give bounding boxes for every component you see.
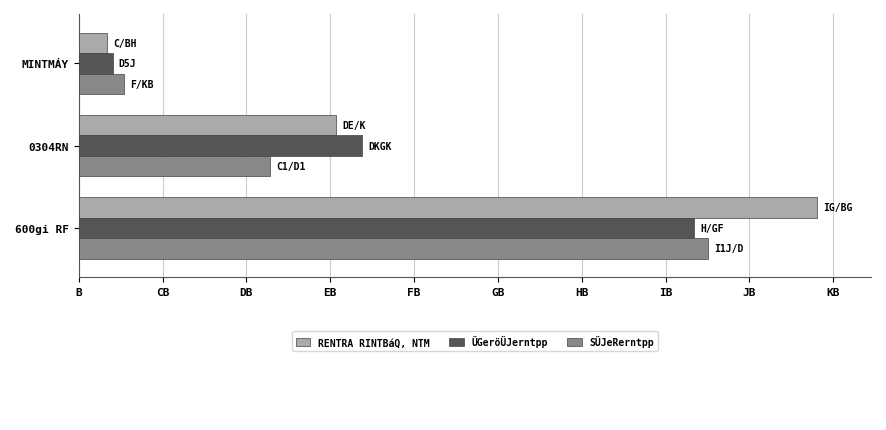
Text: C/BH: C/BH (113, 39, 137, 49)
Legend: RENTRA RINTBáQ, NTM, ÜGeröÜJerntpp, SÜJeRerntpp: RENTRA RINTBáQ, NTM, ÜGeröÜJerntpp, SÜJe… (291, 332, 658, 351)
Bar (79, 239, 708, 259)
Text: H/GF: H/GF (701, 223, 724, 233)
Text: DE/K: DE/K (342, 121, 366, 131)
Text: C1/D1: C1/D1 (276, 162, 306, 172)
Bar (79, 54, 113, 74)
Text: IG/BG: IG/BG (823, 203, 853, 213)
Bar (79, 157, 270, 177)
Bar (79, 136, 362, 157)
Bar (79, 197, 818, 218)
Bar (79, 74, 124, 95)
Text: I1J/D: I1J/D (714, 244, 743, 254)
Text: D5J: D5J (119, 59, 136, 69)
Bar (79, 116, 336, 136)
Text: DKGK: DKGK (369, 141, 392, 151)
Bar (79, 34, 107, 54)
Text: F/KB: F/KB (130, 80, 153, 90)
Bar (79, 218, 695, 239)
